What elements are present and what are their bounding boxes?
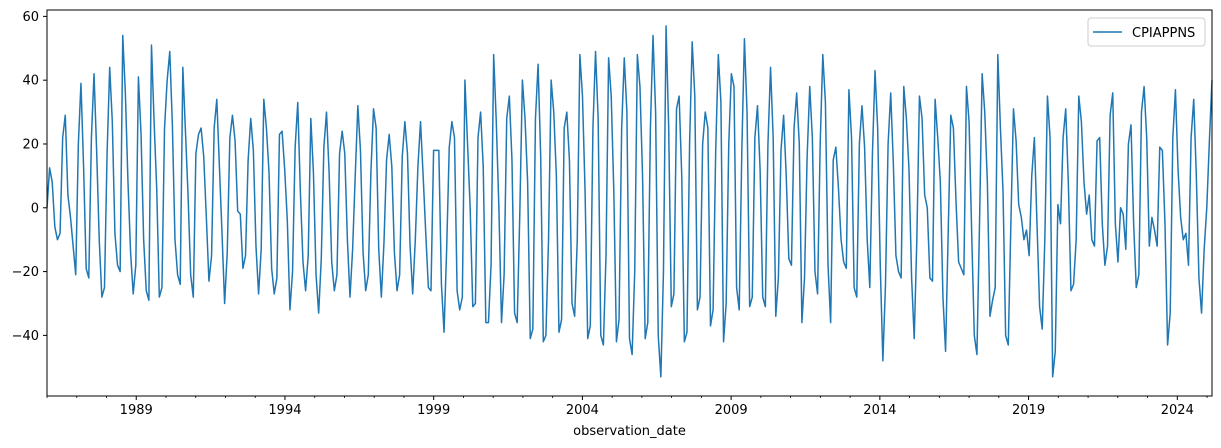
x-tick-label: 1989 — [120, 403, 153, 418]
plot-frame — [46, 9, 1213, 397]
y-tick-label: −40 — [12, 329, 39, 344]
y-tick-label: 20 — [22, 137, 39, 152]
x-tick-label: 2024 — [1161, 403, 1194, 418]
x-tick-label: 1994 — [268, 403, 301, 418]
series-line-cpiappns — [46, 25, 1213, 378]
x-tick-label: 2014 — [863, 403, 896, 418]
y-tick-label: −20 — [12, 265, 39, 280]
y-tick-label: 60 — [22, 10, 39, 25]
x-axis: 1989 1994 1999 2004 2009 2014 2019 2024 — [120, 396, 1194, 418]
series-layer — [46, 25, 1213, 378]
y-tick-label: 40 — [22, 74, 39, 89]
y-axis: 60 40 20 0 −20 −40 — [12, 10, 47, 344]
legend-box — [1087, 17, 1206, 47]
x-tick-label: 2019 — [1012, 403, 1045, 418]
x-axis-title: observation_date — [573, 424, 686, 439]
x-tick-label: 2004 — [566, 403, 599, 418]
x-tick-label: 1999 — [417, 403, 450, 418]
x-tick-label: 2009 — [715, 403, 748, 418]
y-tick-label: 0 — [31, 201, 39, 216]
legend-label: CPIAPPNS — [1132, 26, 1195, 41]
legend: CPIAPPNS — [1087, 17, 1206, 47]
